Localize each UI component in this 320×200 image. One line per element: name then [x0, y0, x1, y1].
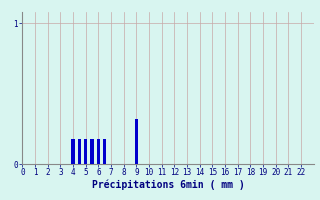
- Bar: [84, 139, 87, 164]
- Bar: [91, 139, 94, 164]
- Bar: [78, 139, 81, 164]
- Bar: [103, 139, 106, 164]
- Bar: [135, 119, 138, 164]
- Bar: [97, 139, 100, 164]
- X-axis label: Précipitations 6min ( mm ): Précipitations 6min ( mm ): [92, 180, 244, 190]
- Bar: [71, 139, 75, 164]
